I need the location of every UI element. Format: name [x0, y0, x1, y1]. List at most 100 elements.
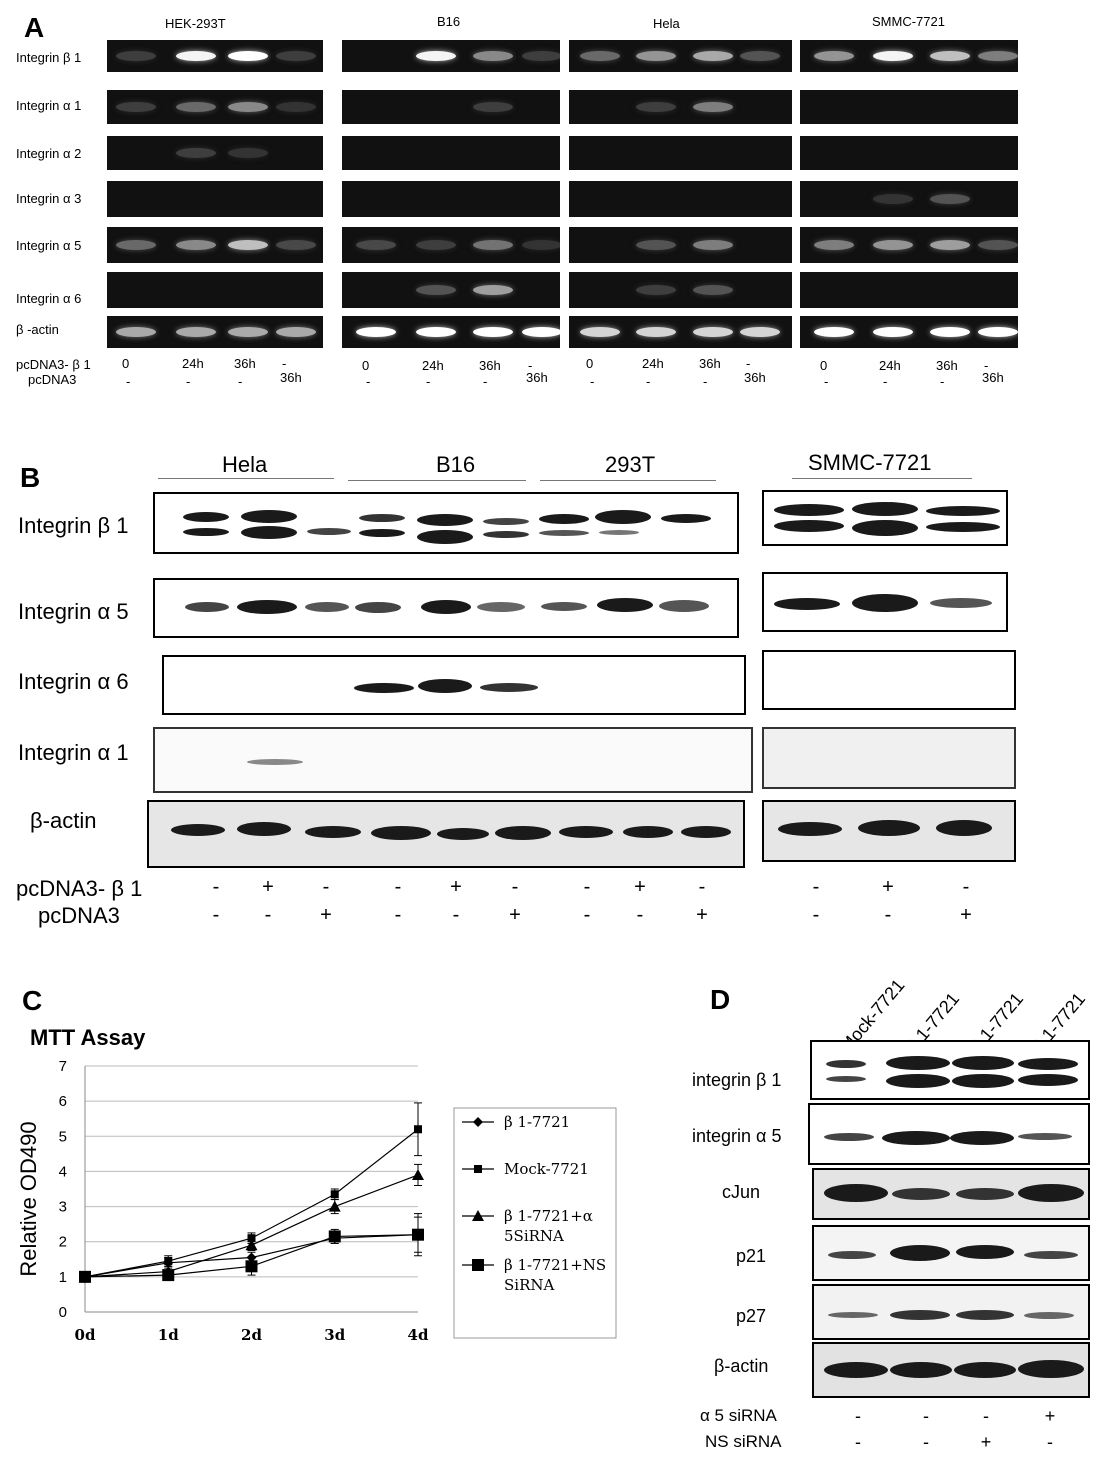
gel-hela-a2 [569, 136, 792, 170]
b-sign-1: - [962, 876, 970, 898]
gel-smmc-7721-a5 [800, 227, 1018, 263]
gel-band [228, 102, 268, 112]
gel-band [522, 327, 560, 337]
d-blot-cjun [812, 1168, 1090, 1220]
d-row-label-b1: integrin β 1 [692, 1070, 782, 1090]
b-sign-1: - [212, 876, 220, 898]
gel-hek-293t-a2 [107, 136, 323, 170]
a-row-label-b1: Integrin β 1 [16, 50, 82, 65]
gel-band [473, 51, 513, 61]
d-blot-p21 [812, 1225, 1090, 1281]
b-sign-1: - [812, 876, 820, 898]
gel-hek-293t-actin [107, 316, 323, 348]
gel-smmc-7721-a6 [800, 272, 1018, 308]
b-group-293t-line [540, 480, 716, 481]
gel-band [473, 102, 513, 112]
panel-label-d: D [710, 984, 731, 1015]
gel-band [416, 327, 456, 337]
a-lane-label-1: - [984, 358, 989, 373]
a-lane-label-2: - [646, 374, 651, 389]
gel-band [522, 240, 560, 250]
mtt-chart: 0 1 2 3 4 5 6 7 0d 1d 2d 3d 4d Relative OD490 β 1-7721… [16, 1058, 617, 1344]
b-blot-b1-left [153, 492, 739, 554]
panel-label-c: C [22, 985, 43, 1016]
cell-line-smmc7721: SMMC-7721 [872, 14, 945, 29]
gel-band [473, 240, 513, 250]
gel-band [740, 51, 780, 61]
marker-bigsquare [412, 1228, 424, 1241]
a-lane-label-2: 36h [982, 370, 1004, 385]
a-lane-label-2: - [883, 374, 888, 389]
gel-band [978, 240, 1018, 250]
b-group-b16-line [348, 480, 526, 481]
d-sign-1: + [1044, 1406, 1056, 1426]
b-sign-1: - [698, 876, 706, 898]
d-treat-label-1: α 5 siRNA [700, 1406, 777, 1425]
b-blot-a5-right [762, 572, 1008, 632]
gel-band [416, 285, 456, 295]
gel-smmc-7721-b1 [800, 40, 1018, 72]
b-group-hela-line [158, 478, 334, 479]
d-sign-2: - [1047, 1432, 1053, 1452]
y-tick-label: 7 [59, 1058, 67, 1075]
a-lane-label-1: 24h [642, 356, 664, 371]
a-lane-label-2: 36h [526, 370, 548, 385]
b-sign-2: + [509, 904, 521, 926]
marker-bigsquare [328, 1230, 341, 1243]
b-sign-1: - [511, 876, 519, 898]
y-tick-label: 4 [59, 1163, 67, 1180]
b-sign-1: + [450, 876, 462, 898]
gel-band [873, 240, 913, 250]
b-blot-actin-right [762, 800, 1016, 862]
gel-band [740, 327, 780, 337]
b-row-label-actin: β-actin [30, 808, 97, 833]
legend-label: β 1-7721 [504, 1113, 570, 1131]
gel-hela-a6 [569, 272, 792, 308]
d-sign-1: - [855, 1406, 861, 1426]
a-treat-label-1: pcDNA3- β 1 [16, 357, 91, 372]
gel-band [636, 327, 676, 337]
legend-label: 5SiRNA [504, 1227, 564, 1245]
gel-hela-a3 [569, 181, 792, 217]
gel-smmc-7721-a2 [800, 136, 1018, 170]
a-lane-label-1: 24h [879, 358, 901, 373]
marker-triangle [245, 1239, 258, 1251]
y-tick-label: 6 [59, 1093, 67, 1110]
a-lane-label-1: 0 [122, 356, 130, 371]
legend-box [453, 1107, 617, 1339]
marker-square [247, 1234, 256, 1243]
a-lane-label-2: - [426, 374, 431, 389]
b-sign-1: - [394, 876, 402, 898]
marker-triangle [472, 1210, 484, 1221]
gel-b16-actin [342, 316, 560, 348]
gel-band [930, 240, 970, 250]
b-sign-2: - [212, 904, 220, 926]
x-tick-label: 0d [75, 1326, 96, 1344]
panel-label-a: A [24, 12, 45, 43]
gel-band [636, 51, 676, 61]
b-row-label-a5: Integrin α 5 [18, 599, 129, 624]
b-group-b16: B16 [436, 452, 476, 477]
b-sign-1: + [882, 876, 894, 898]
d-row-label-cjun: cJun [722, 1182, 761, 1202]
a-lane-label-1: - [282, 356, 287, 371]
marker-triangle [412, 1168, 424, 1180]
d-row-label-a5: integrin α 5 [692, 1126, 782, 1146]
b-group-smmc: SMMC-7721 [808, 450, 932, 475]
gel-band [978, 51, 1018, 61]
gel-band [522, 51, 560, 61]
marker-square [330, 1190, 339, 1199]
a-row-label-a5: Integrin α 5 [16, 238, 82, 253]
b-blot-b1-right [762, 490, 1008, 546]
marker-bigsquare [162, 1269, 175, 1282]
d-sign-1: - [923, 1406, 929, 1426]
gel-band [930, 194, 970, 204]
d-blot-b1 [810, 1040, 1090, 1100]
gel-hek-293t-a5 [107, 227, 323, 263]
gel-hela-a5 [569, 227, 792, 263]
b-row-label-a1: Integrin α 1 [18, 740, 129, 765]
x-tick-label: 1d [158, 1326, 179, 1344]
b-blot-a6-right [762, 650, 1016, 710]
gel-b16-a1 [342, 90, 560, 124]
b-row-label-a6: Integrin α 6 [18, 669, 129, 694]
